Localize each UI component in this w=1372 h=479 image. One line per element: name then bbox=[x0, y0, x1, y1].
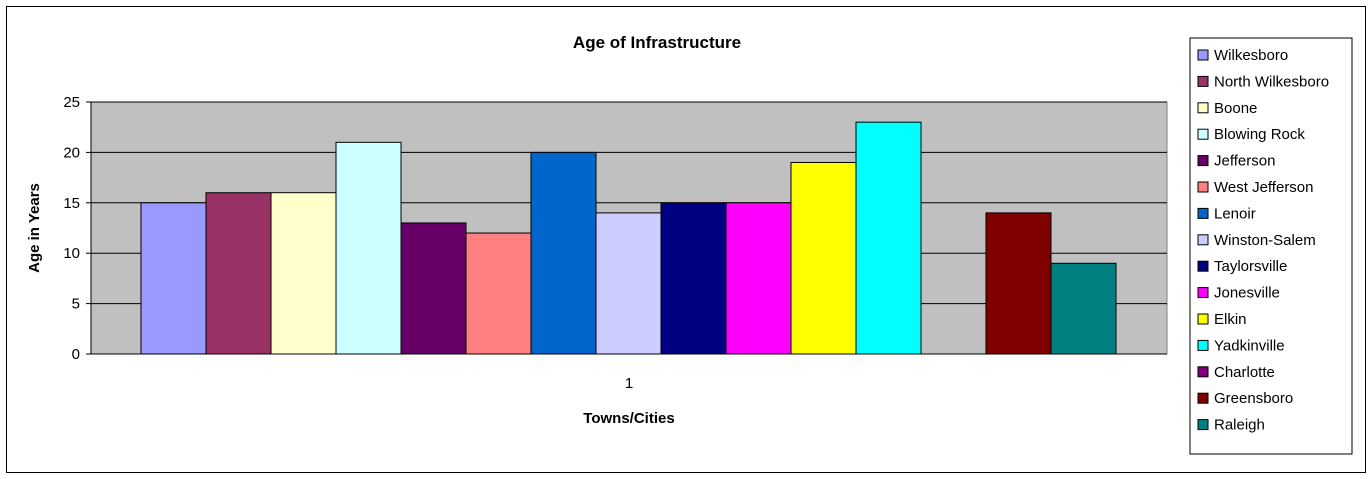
legend-label: Yadkinville bbox=[1214, 337, 1285, 354]
bar-lenoir bbox=[530, 151, 597, 355]
legend-swatch bbox=[1197, 366, 1209, 378]
legend-label: Raleigh bbox=[1214, 417, 1265, 434]
y-tick-label: 10 bbox=[63, 245, 80, 262]
bar-west-jefferson bbox=[465, 232, 532, 355]
legend-label: Blowing Rock bbox=[1214, 126, 1305, 143]
legend-label: Jefferson bbox=[1214, 153, 1275, 170]
legend-swatch bbox=[1197, 128, 1209, 140]
bar-elkin bbox=[790, 161, 857, 355]
bar-jonesville bbox=[725, 202, 792, 355]
legend-swatch bbox=[1197, 313, 1209, 325]
y-tick-label: 5 bbox=[72, 296, 80, 313]
bar-taylorsville bbox=[660, 202, 727, 355]
legend-swatch bbox=[1197, 102, 1209, 114]
legend-label: Elkin bbox=[1214, 311, 1247, 328]
bar-boone bbox=[270, 192, 337, 355]
bar-north-wilkesboro bbox=[205, 192, 272, 355]
legend-label: Lenoir bbox=[1214, 205, 1256, 222]
legend-swatch bbox=[1197, 75, 1209, 87]
legend-label: Winston-Salem bbox=[1214, 232, 1316, 249]
legend-label: Charlotte bbox=[1214, 364, 1275, 381]
legend bbox=[1189, 37, 1353, 455]
y-axis-label: Age in Years bbox=[26, 183, 43, 273]
y-tick-label: 25 bbox=[63, 94, 80, 111]
legend-swatch bbox=[1197, 419, 1209, 431]
bar-greensboro bbox=[985, 212, 1052, 355]
legend-label: Greensboro bbox=[1214, 390, 1293, 407]
legend-swatch bbox=[1197, 181, 1209, 193]
bar-yadkinville bbox=[855, 121, 922, 355]
legend-label: Wilkesboro bbox=[1214, 47, 1288, 64]
legend-swatch bbox=[1197, 234, 1209, 246]
bar-jefferson bbox=[400, 222, 467, 355]
bar-blowing-rock bbox=[335, 141, 402, 355]
legend-swatch bbox=[1197, 392, 1209, 404]
legend-label: North Wilkesboro bbox=[1214, 73, 1329, 90]
legend-label: West Jefferson bbox=[1214, 179, 1314, 196]
legend-swatch bbox=[1197, 207, 1209, 219]
bar-winston-salem bbox=[595, 212, 662, 355]
legend-label: Taylorsville bbox=[1214, 258, 1287, 275]
legend-swatch bbox=[1197, 260, 1209, 272]
legend-swatch bbox=[1197, 287, 1209, 299]
y-tick-label: 0 bbox=[72, 346, 80, 363]
x-tick-label: 1 bbox=[625, 375, 633, 392]
legend-swatch bbox=[1197, 49, 1209, 61]
legend-label: Boone bbox=[1214, 100, 1257, 117]
legend-swatch bbox=[1197, 339, 1209, 351]
legend-swatch bbox=[1197, 155, 1209, 167]
chart-title: Age of Infrastructure bbox=[573, 33, 741, 52]
y-tick-label: 15 bbox=[63, 195, 80, 212]
y-tick-label: 20 bbox=[63, 144, 80, 161]
bar-wilkesboro bbox=[140, 202, 207, 355]
bar-raleigh bbox=[1050, 262, 1117, 355]
x-axis-label: Towns/Cities bbox=[583, 410, 674, 427]
bars bbox=[140, 121, 1117, 355]
legend-items: Wilkesboro North Wilkesboro Boone Blowing R… bbox=[1197, 47, 1329, 434]
y-axis-ticks: 0 5 10 15 20 25 bbox=[63, 94, 91, 363]
legend-label: Jonesville bbox=[1214, 285, 1280, 302]
